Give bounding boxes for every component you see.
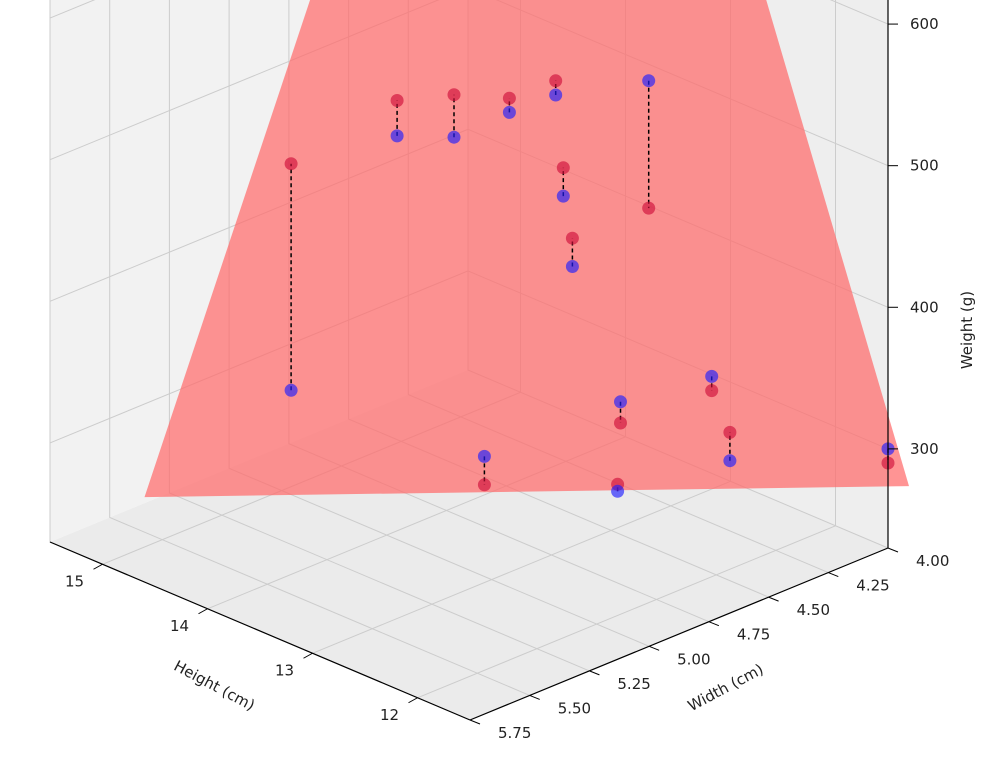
actual-point xyxy=(614,395,627,409)
actual-point xyxy=(556,189,570,203)
predicted-point xyxy=(390,94,404,107)
predicted-point xyxy=(723,425,737,439)
actual-point xyxy=(565,260,579,273)
actual-point xyxy=(723,454,737,468)
predicted-point xyxy=(549,74,563,88)
x-tick-label: 13 xyxy=(275,661,294,679)
predicted-point xyxy=(447,88,461,102)
y-tick-label: 5.50 xyxy=(558,699,591,717)
x-tick-label: 15 xyxy=(65,572,84,590)
y-tick-label: 5.25 xyxy=(617,675,650,693)
actual-point xyxy=(284,383,298,397)
x-tick xyxy=(93,563,103,570)
z-tick-label: 400 xyxy=(910,298,939,316)
y-axis-line xyxy=(469,547,889,721)
gridline xyxy=(109,0,530,696)
predicted-point xyxy=(705,384,719,398)
z-tick-label: 500 xyxy=(910,157,939,175)
y-tick xyxy=(828,572,839,578)
y-tick-label: 4.00 xyxy=(916,552,949,570)
axis-lines xyxy=(49,0,889,721)
predicted-point xyxy=(284,157,298,171)
actual-point xyxy=(447,130,461,144)
y-tick xyxy=(768,596,779,602)
x-axis-line xyxy=(49,541,471,721)
y-tick-label: 5.75 xyxy=(498,724,531,742)
y-tick xyxy=(887,547,899,553)
x-axis-label: Height (cm) xyxy=(171,657,258,715)
y-tick xyxy=(469,719,481,725)
x-tick xyxy=(198,608,208,615)
x-tick-label: 14 xyxy=(170,617,189,635)
actual-point xyxy=(611,484,625,498)
y-tick xyxy=(589,670,600,676)
regression-plane-layer xyxy=(144,0,909,498)
y-tick xyxy=(648,645,660,651)
x-tick xyxy=(303,652,313,659)
z-axis-label: Weight (g) xyxy=(958,291,976,369)
predicted-point xyxy=(642,201,656,215)
actual-point xyxy=(390,129,404,143)
z-tick-label: 600 xyxy=(910,15,939,33)
predicted-point xyxy=(556,161,570,175)
y-tick-label: 4.50 xyxy=(797,601,830,619)
x-tick-label: 12 xyxy=(380,706,399,724)
regression-plane xyxy=(144,0,909,498)
predicted-point xyxy=(614,416,627,430)
predicted-point xyxy=(477,478,491,492)
y-tick xyxy=(529,694,540,700)
x-tick xyxy=(408,697,418,704)
predicted-point xyxy=(565,231,579,245)
y-tick-label: 4.25 xyxy=(856,577,889,595)
y-tick xyxy=(708,621,720,627)
actual-point xyxy=(549,88,563,102)
data-points xyxy=(284,74,895,498)
actual-point xyxy=(705,369,719,383)
z-tick-label: 300 xyxy=(910,440,939,458)
y-axis-label: Width (cm) xyxy=(685,660,767,715)
predicted-point xyxy=(502,91,516,105)
tick-marks: 15 14 13 12 4.00 4.25 4.50 4.75 5.00 5.25 5.50 5.75… xyxy=(65,15,949,742)
actual-point xyxy=(477,449,491,463)
y-tick-label: 5.00 xyxy=(677,650,710,668)
actual-point xyxy=(502,105,516,119)
actual-point xyxy=(642,74,656,88)
y-tick-label: 4.75 xyxy=(737,626,770,644)
